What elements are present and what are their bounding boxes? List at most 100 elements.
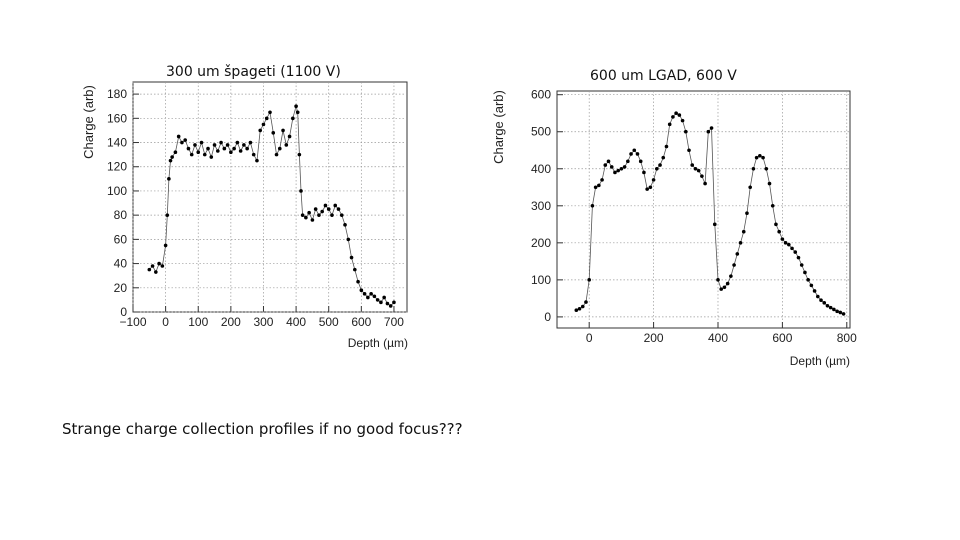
right-data-point <box>748 185 752 190</box>
left-data-point <box>147 267 152 272</box>
right-y-axis-label: Charge (arb) <box>491 90 506 164</box>
right-data-point <box>642 170 646 175</box>
right-data-point <box>716 278 720 282</box>
left-data-point <box>281 128 285 133</box>
left-data-point <box>300 213 305 217</box>
left-data-point <box>362 292 367 296</box>
right-data-point <box>677 113 682 117</box>
right-data-point <box>597 183 601 188</box>
right-data-point <box>703 181 707 186</box>
right-data-point <box>796 255 801 260</box>
right-data-point <box>667 122 672 127</box>
left-data-point <box>346 237 351 242</box>
right-data-point <box>754 155 759 160</box>
left-x-axis-label: Depth (µm) <box>348 336 408 350</box>
left-y-tick-label: 160 <box>107 111 127 125</box>
left-data-point <box>379 300 383 305</box>
left-data-point <box>353 267 357 272</box>
left-x-tick-label: 200 <box>221 315 241 329</box>
right-y-tick-label: 400 <box>531 162 551 176</box>
left-y-tick-label: 20 <box>114 281 128 295</box>
right-data-point <box>648 185 653 190</box>
right-chart-title: 600 um LGAD, 600 V <box>590 68 737 84</box>
left-data-point <box>323 203 328 208</box>
left-data-point <box>183 138 187 142</box>
right-data-point <box>790 246 794 251</box>
left-data-point <box>248 140 253 145</box>
left-data-point <box>251 152 256 157</box>
left-data-point <box>375 298 380 302</box>
right-y-tick-label: 200 <box>531 236 551 250</box>
right-data-point <box>693 166 698 171</box>
left-data-point <box>299 189 303 193</box>
right-data-point <box>580 304 585 309</box>
left-data-point <box>258 128 263 133</box>
left-x-tick-label: 500 <box>319 315 339 329</box>
left-data-point <box>209 155 214 159</box>
left-data-point <box>196 150 201 155</box>
right-series-line <box>576 112 844 315</box>
right-data-point <box>838 310 843 315</box>
left-data-point <box>255 158 259 163</box>
left-y-tick-label: 140 <box>107 136 127 150</box>
right-data-point <box>758 154 762 158</box>
right-data-point <box>587 278 591 282</box>
right-data-point <box>680 118 685 123</box>
left-data-point <box>206 146 210 151</box>
right-data-point <box>761 155 765 160</box>
right-data-point <box>709 126 714 130</box>
left-data-point <box>176 134 181 139</box>
right-data-point <box>593 185 598 190</box>
left-y-tick-label: 0 <box>120 305 127 319</box>
left-data-point <box>304 215 308 220</box>
left-data-point <box>157 261 161 266</box>
right-chart: 0 200 400 600 800 0 100 200 300 400 500 600 Depth (µ… <box>491 88 857 368</box>
right-data-point <box>638 159 643 164</box>
left-x-tick-label: 300 <box>253 315 273 329</box>
left-data-point <box>193 143 197 147</box>
right-data-point <box>774 222 778 227</box>
left-data-point <box>219 140 223 145</box>
right-y-tick-label: 600 <box>531 88 551 102</box>
right-data-point <box>783 241 788 245</box>
right-data-point <box>738 241 743 245</box>
right-x-tick-label: 400 <box>708 331 728 345</box>
left-data-point <box>225 143 230 147</box>
right-data-point <box>671 115 675 119</box>
left-data-point <box>271 131 276 135</box>
left-data-point <box>310 218 315 222</box>
left-data-point <box>264 116 269 121</box>
right-data-point <box>613 170 617 175</box>
right-data-point <box>706 129 711 134</box>
left-data-point <box>320 209 324 214</box>
left-data-point <box>163 243 168 248</box>
right-data-point <box>777 229 781 234</box>
left-chart-title: 300 um špageti (1100 V) <box>166 64 341 80</box>
left-y-tick-label: 180 <box>107 87 127 101</box>
right-data-point <box>729 274 733 278</box>
left-y-tick-label: 100 <box>107 184 127 198</box>
left-data-point <box>297 152 302 157</box>
left-data-point <box>154 270 158 274</box>
left-data-point <box>160 264 165 268</box>
left-y-tick-label: 40 <box>114 257 128 271</box>
right-data-point <box>658 163 662 167</box>
right-data-point <box>674 111 678 116</box>
right-x-axis-label: Depth (µm) <box>790 354 850 368</box>
right-data-point <box>590 203 595 208</box>
left-data-point <box>366 295 370 300</box>
left-data-point <box>222 146 227 151</box>
left-data-point <box>372 294 377 299</box>
right-data-point <box>664 144 669 149</box>
right-data-point <box>835 309 839 314</box>
right-data-point <box>609 165 614 169</box>
left-x-tick-label: 400 <box>286 315 306 329</box>
right-x-tick-label: 800 <box>837 331 857 345</box>
left-data-point <box>313 207 318 211</box>
right-data-point <box>632 148 637 153</box>
right-data-point <box>661 155 666 160</box>
right-data-point <box>780 237 785 241</box>
right-data-point <box>751 166 756 171</box>
right-data-point <box>725 281 730 286</box>
left-data-point <box>245 146 249 151</box>
